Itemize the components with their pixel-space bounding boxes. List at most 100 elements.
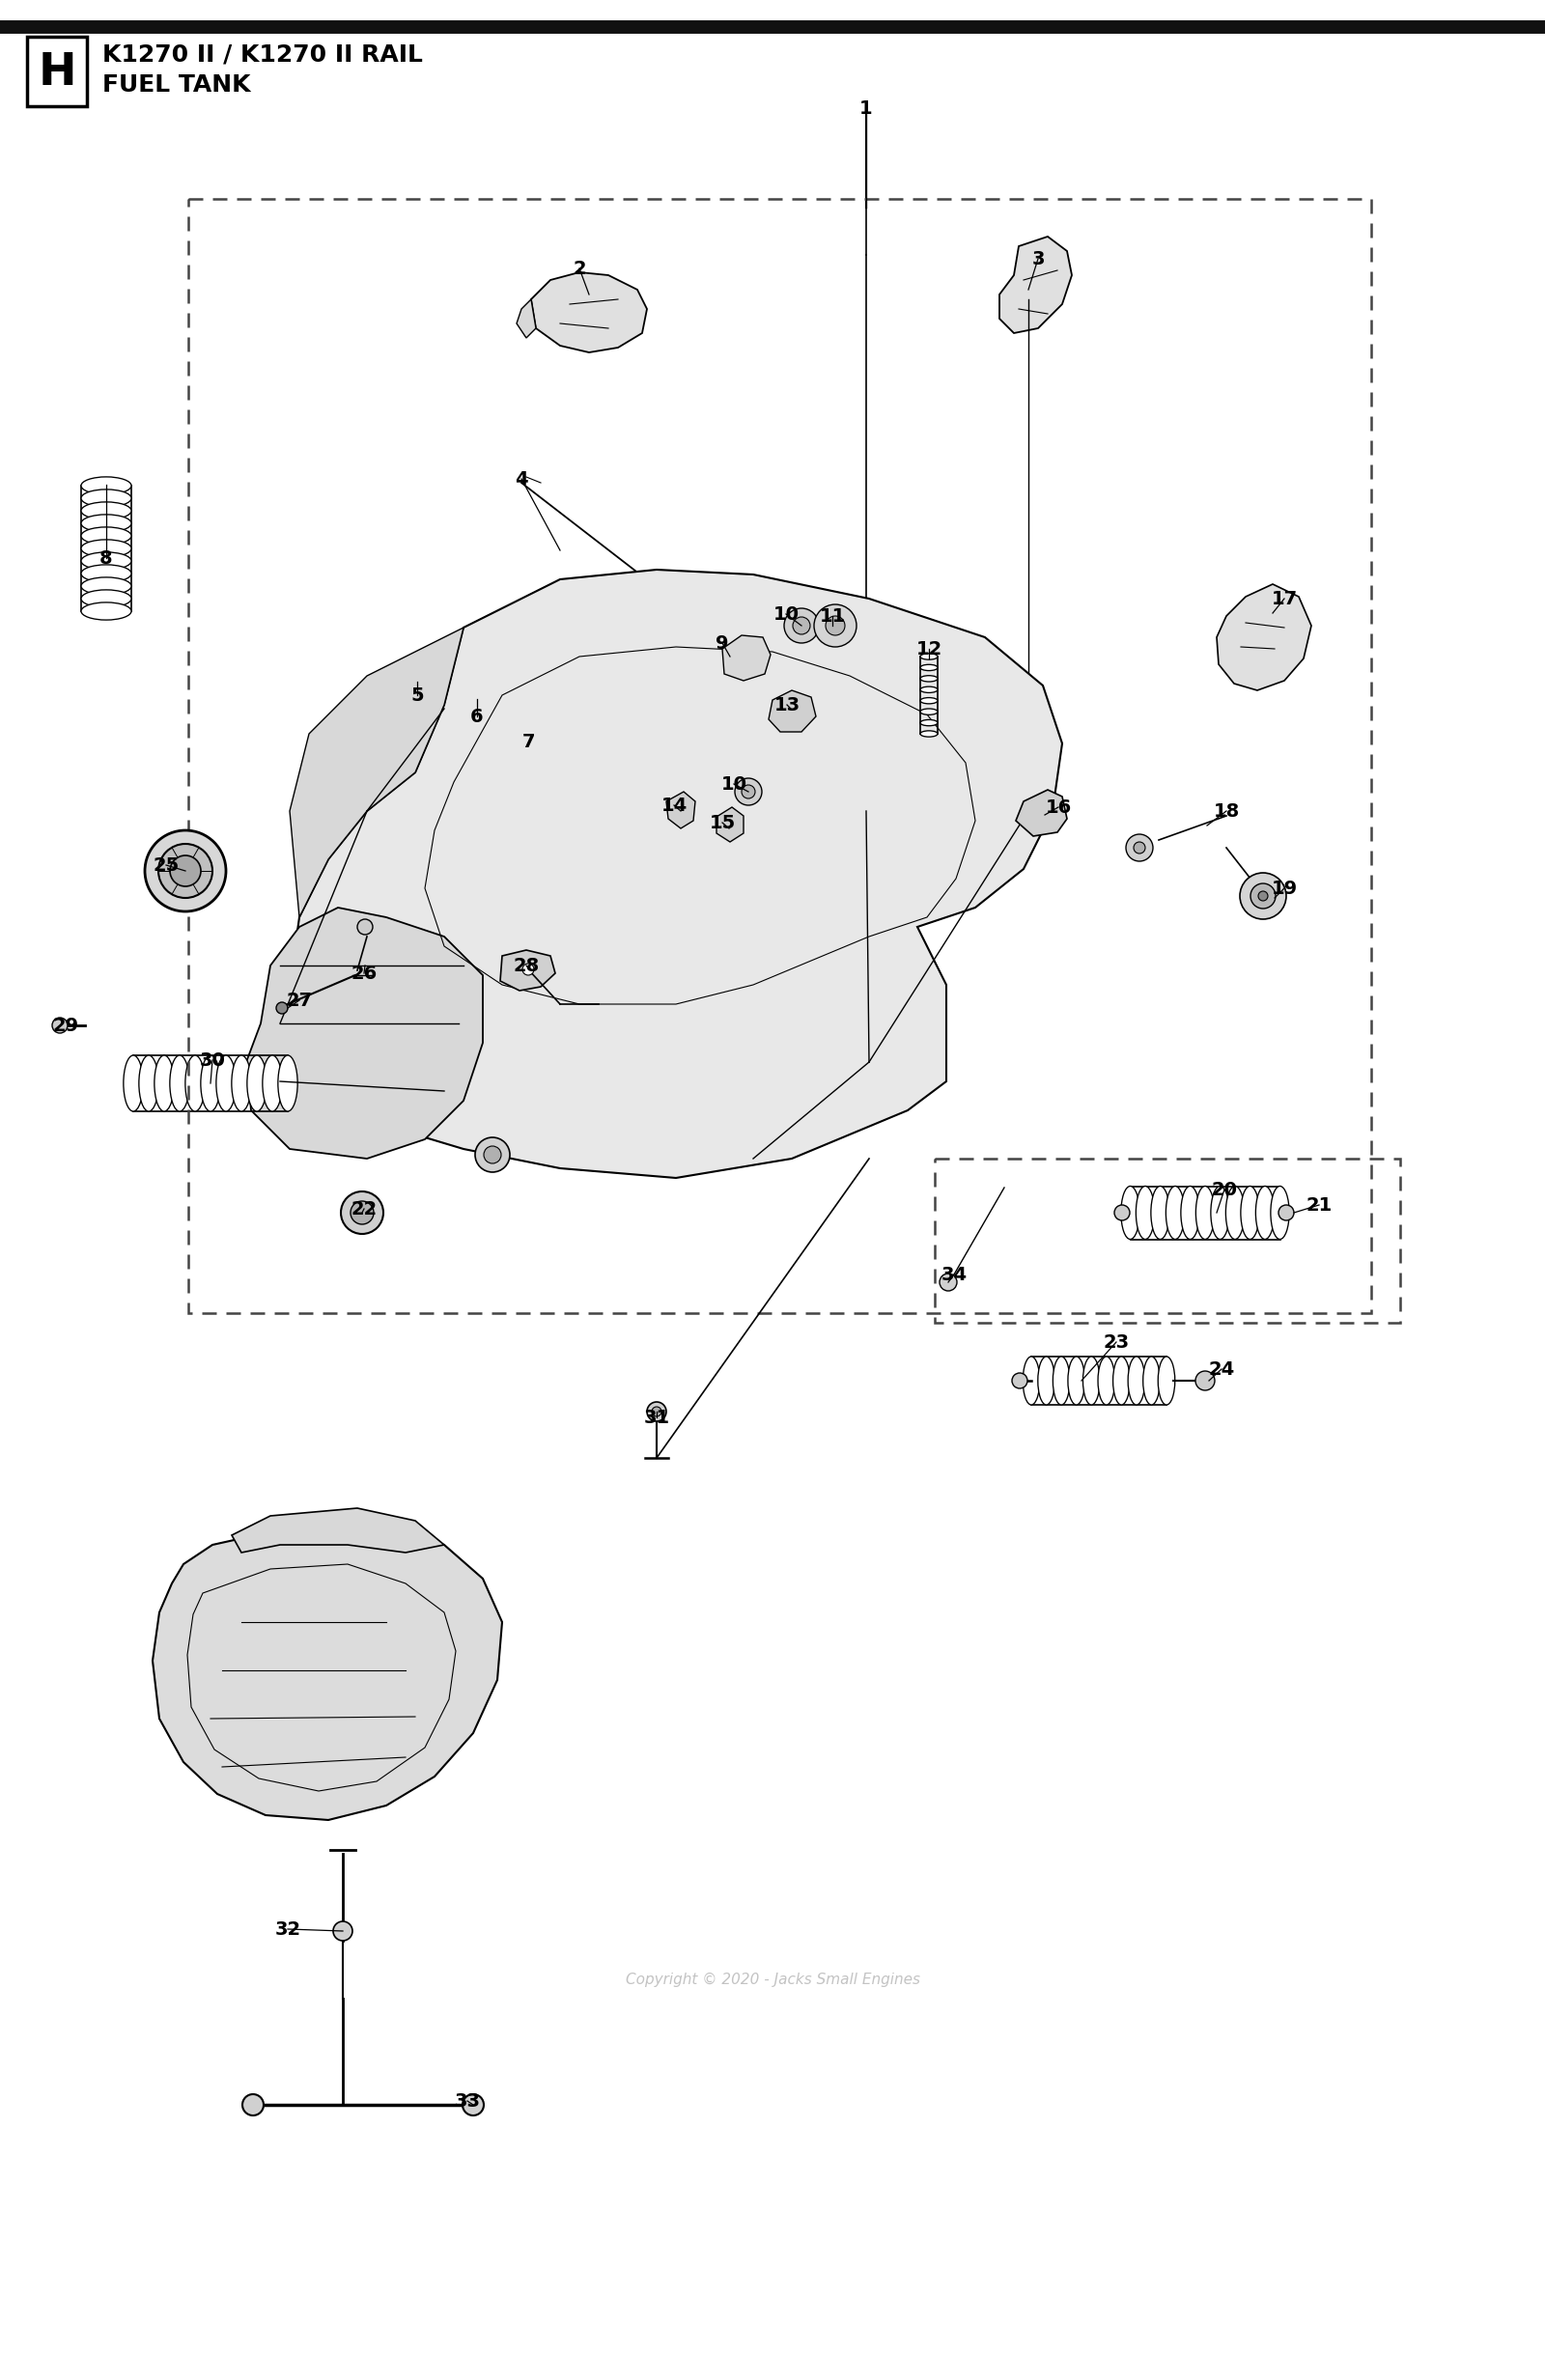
Text: 31: 31 xyxy=(644,1409,669,1426)
Circle shape xyxy=(484,1147,501,1164)
Circle shape xyxy=(159,845,213,897)
Ellipse shape xyxy=(154,1054,175,1111)
Text: 23: 23 xyxy=(1103,1333,1129,1352)
Ellipse shape xyxy=(247,1054,267,1111)
Text: 33: 33 xyxy=(454,2092,480,2111)
Ellipse shape xyxy=(1038,1357,1055,1404)
Ellipse shape xyxy=(80,514,131,533)
Circle shape xyxy=(647,1402,666,1421)
Ellipse shape xyxy=(1122,1185,1140,1240)
Polygon shape xyxy=(723,635,771,681)
Polygon shape xyxy=(501,950,555,990)
Ellipse shape xyxy=(1143,1357,1160,1404)
Text: 10: 10 xyxy=(722,776,746,793)
FancyBboxPatch shape xyxy=(379,678,451,712)
Text: 1: 1 xyxy=(859,100,873,117)
Text: 30: 30 xyxy=(199,1052,226,1069)
Ellipse shape xyxy=(1068,1357,1085,1404)
Ellipse shape xyxy=(80,540,131,557)
Text: 10: 10 xyxy=(772,605,799,624)
Ellipse shape xyxy=(80,490,131,507)
Text: 17: 17 xyxy=(1272,590,1298,607)
Ellipse shape xyxy=(278,1054,298,1111)
Ellipse shape xyxy=(1151,1185,1170,1240)
Text: 2: 2 xyxy=(573,259,586,278)
Ellipse shape xyxy=(1256,1185,1275,1240)
Bar xyxy=(188,200,1372,1314)
Circle shape xyxy=(1258,890,1268,900)
Text: 27: 27 xyxy=(286,990,312,1009)
Polygon shape xyxy=(717,807,743,843)
Circle shape xyxy=(735,778,762,804)
Circle shape xyxy=(742,785,756,797)
Text: 20: 20 xyxy=(1211,1180,1238,1200)
Polygon shape xyxy=(1217,583,1312,690)
Ellipse shape xyxy=(1136,1185,1154,1240)
Ellipse shape xyxy=(1098,1357,1115,1404)
Circle shape xyxy=(1012,1373,1027,1388)
Ellipse shape xyxy=(1225,1185,1244,1240)
Ellipse shape xyxy=(139,1054,159,1111)
Circle shape xyxy=(170,854,201,885)
Polygon shape xyxy=(666,793,695,828)
Circle shape xyxy=(277,1002,287,1014)
Ellipse shape xyxy=(80,578,131,595)
Circle shape xyxy=(1126,835,1153,862)
Circle shape xyxy=(814,605,856,647)
Ellipse shape xyxy=(124,1054,144,1111)
Ellipse shape xyxy=(1166,1185,1185,1240)
Ellipse shape xyxy=(216,1054,236,1111)
Polygon shape xyxy=(1017,790,1068,835)
Circle shape xyxy=(145,831,226,912)
Text: 26: 26 xyxy=(351,964,377,983)
Ellipse shape xyxy=(201,1054,221,1111)
Text: H: H xyxy=(37,50,76,95)
Ellipse shape xyxy=(921,731,938,738)
Polygon shape xyxy=(290,569,1063,1178)
Text: 3: 3 xyxy=(1032,250,1044,269)
Circle shape xyxy=(793,616,810,635)
Text: 21: 21 xyxy=(1306,1195,1332,1214)
Ellipse shape xyxy=(1196,1185,1214,1240)
Text: 32: 32 xyxy=(275,1921,301,1937)
Ellipse shape xyxy=(1112,1357,1129,1404)
Text: 18: 18 xyxy=(1213,802,1239,821)
Bar xyxy=(28,36,87,107)
Text: K1270 II / K1270 II RAIL: K1270 II / K1270 II RAIL xyxy=(102,43,423,67)
Polygon shape xyxy=(246,907,482,1159)
Circle shape xyxy=(1250,883,1276,909)
Circle shape xyxy=(334,1921,352,1940)
Circle shape xyxy=(1279,1204,1295,1221)
Text: Copyright © 2020 - Jacks Small Engines: Copyright © 2020 - Jacks Small Engines xyxy=(626,1973,919,1987)
Ellipse shape xyxy=(80,526,131,545)
Text: 5: 5 xyxy=(411,685,423,704)
Ellipse shape xyxy=(263,1054,283,1111)
Ellipse shape xyxy=(1128,1357,1145,1404)
Text: 28: 28 xyxy=(513,957,539,976)
Ellipse shape xyxy=(921,709,938,714)
Text: 11: 11 xyxy=(819,607,845,626)
Circle shape xyxy=(1239,873,1285,919)
Text: 29: 29 xyxy=(53,1016,79,1035)
Text: 4: 4 xyxy=(514,469,528,488)
Polygon shape xyxy=(516,300,536,338)
Polygon shape xyxy=(531,271,647,352)
Text: 24: 24 xyxy=(1208,1359,1234,1378)
Circle shape xyxy=(462,2094,484,2116)
Ellipse shape xyxy=(80,602,131,619)
Circle shape xyxy=(1114,1204,1129,1221)
Ellipse shape xyxy=(185,1054,205,1111)
Text: FUEL TANK: FUEL TANK xyxy=(102,74,250,98)
Circle shape xyxy=(522,964,535,976)
Circle shape xyxy=(652,1407,661,1416)
Ellipse shape xyxy=(80,590,131,607)
Circle shape xyxy=(1134,843,1145,854)
Text: 34: 34 xyxy=(941,1266,967,1283)
Polygon shape xyxy=(290,628,464,916)
Ellipse shape xyxy=(1023,1357,1040,1404)
Ellipse shape xyxy=(1211,1185,1230,1240)
Text: 8: 8 xyxy=(99,550,113,566)
Ellipse shape xyxy=(921,685,938,693)
Circle shape xyxy=(785,609,819,643)
Text: 13: 13 xyxy=(774,695,800,714)
